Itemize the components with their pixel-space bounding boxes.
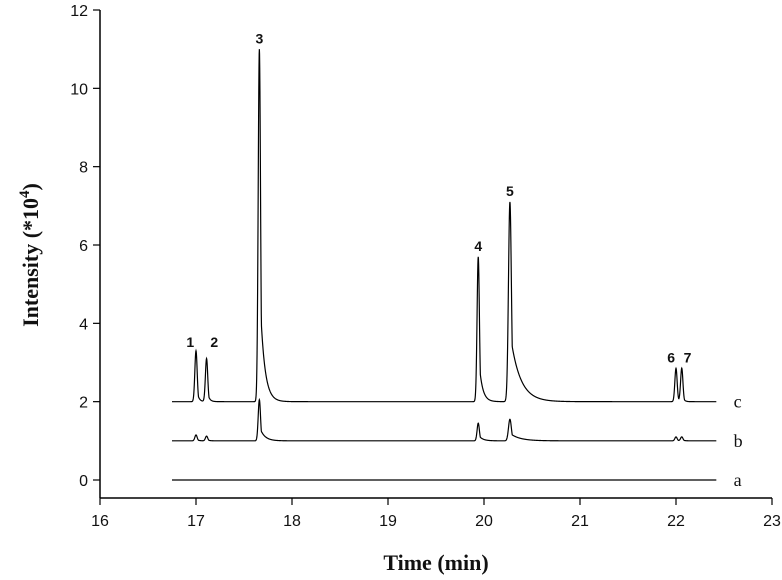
trace-label-a: a <box>734 470 742 490</box>
trace-c <box>172 49 717 403</box>
y-tick-label: 12 <box>70 3 88 20</box>
peak-label: 6 <box>667 350 675 366</box>
x-tick-label: 22 <box>667 513 685 530</box>
peak-label: 5 <box>506 183 514 199</box>
peak-label: 7 <box>684 350 692 366</box>
x-tick-label: 21 <box>571 513 589 530</box>
peak-label: 1 <box>186 334 194 350</box>
y-ticks: 0 2 4 6 8 10 12 <box>70 3 100 490</box>
x-tick-label: 16 <box>91 513 109 530</box>
traces <box>172 49 717 481</box>
plot-frame <box>99 10 772 499</box>
x-tick-label: 19 <box>379 513 397 530</box>
x-ticks: 16 17 18 19 20 21 22 23 <box>91 498 781 530</box>
x-tick-label: 20 <box>475 513 493 530</box>
y-tick-label: 0 <box>79 473 88 490</box>
peak-labels: 1 2 3 4 5 6 7 <box>186 30 691 365</box>
x-tick-label: 18 <box>283 513 301 530</box>
peak-label: 4 <box>474 238 482 254</box>
x-tick-label: 17 <box>187 513 205 530</box>
x-axis-title: Time (min) <box>383 550 488 575</box>
y-tick-label: 2 <box>79 395 88 412</box>
trace-b <box>172 397 717 442</box>
y-axis-title-exp: 4 <box>17 190 33 198</box>
y-axis-title-suffix: ) <box>18 183 43 190</box>
trace-labels: abc <box>734 392 743 490</box>
y-tick-label: 4 <box>79 316 88 333</box>
y-tick-label: 8 <box>79 160 88 177</box>
trace-label-c: c <box>734 392 742 412</box>
peak-label: 3 <box>255 30 263 46</box>
trace-label-b: b <box>734 431 743 451</box>
y-tick-label: 6 <box>79 238 88 255</box>
x-tick-label: 23 <box>763 513 781 530</box>
peak-label: 2 <box>210 334 218 350</box>
y-axis-title-prefix: Intensity (*10 <box>18 198 43 327</box>
y-tick-label: 10 <box>70 81 88 98</box>
y-axis-title: Intensity (*104) <box>17 183 43 327</box>
